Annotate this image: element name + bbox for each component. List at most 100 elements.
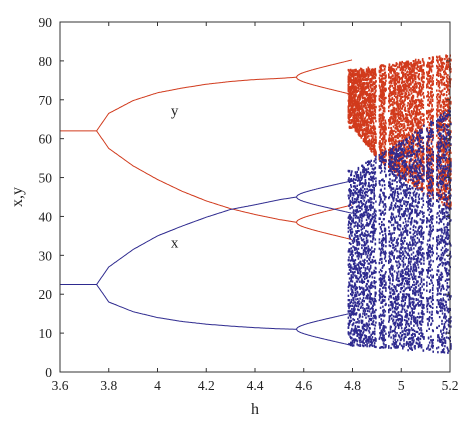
chaos-point-y: [410, 115, 413, 118]
loop-lower-y-1: [295, 222, 353, 241]
chaos-point-y: [400, 128, 403, 131]
chaos-point-x: [354, 186, 357, 189]
chaos-point-y: [438, 63, 440, 66]
chaos-point-x: [354, 301, 357, 304]
chaos-point-x: [356, 188, 358, 191]
chaos-point-y: [354, 117, 356, 120]
chaos-point-y: [404, 88, 406, 91]
chaos-point-y: [421, 73, 423, 76]
chaos-point-y: [373, 106, 376, 110]
chaos-point-y: [431, 99, 434, 102]
chaos-point-y: [379, 93, 382, 97]
chaos-point-y: [442, 101, 444, 104]
chaos-point-y: [379, 128, 382, 131]
chaos-point-y: [374, 99, 377, 102]
chaos-point-y: [370, 134, 372, 137]
chaos-point-x: [359, 187, 362, 190]
chaos-point-y: [379, 113, 381, 116]
chaos-point-y: [364, 116, 367, 119]
chaos-point-x: [359, 171, 362, 174]
chaos-point-y: [405, 92, 408, 95]
chaos-point-y: [389, 121, 392, 124]
chaos-point-y: [379, 87, 381, 90]
chaos-point-y: [355, 93, 357, 96]
chaos-point-y: [380, 103, 382, 106]
chaos-point-y: [416, 117, 418, 120]
chaos-point-y: [355, 106, 357, 109]
chaos-point-y: [398, 91, 401, 94]
branch-upper-y: [96, 76, 297, 132]
chaos-point-y: [428, 138, 431, 141]
chaos-point-y: [374, 117, 377, 120]
chaos-point-y: [413, 112, 415, 115]
chaos-point-y: [355, 87, 358, 90]
chaos-point-y: [423, 186, 425, 189]
chaos-point-y: [419, 83, 422, 86]
chaos-point-y: [369, 105, 372, 109]
chaos-point-y: [384, 120, 387, 123]
chaos-point-y: [367, 86, 370, 89]
chaos-point-x: [352, 299, 355, 302]
chaos-point-y: [360, 125, 363, 128]
chaos-point-y: [403, 72, 405, 75]
chaos-point-x: [358, 241, 360, 244]
chaos-point-y: [403, 118, 405, 121]
chaos-point-y: [353, 102, 356, 105]
chaos-point-x: [359, 287, 362, 290]
chaos-point-y: [367, 78, 370, 81]
chaos-point-x: [350, 216, 353, 219]
chaos-point-y: [403, 89, 405, 92]
chaos-point-y: [406, 118, 408, 121]
chaos-point-y: [430, 69, 433, 72]
chaos-point-y: [349, 74, 351, 77]
chaos-point-y: [390, 82, 393, 85]
chaos-point-x: [348, 322, 351, 325]
branch-lower-y: [96, 130, 297, 223]
chaos-point-x: [354, 338, 357, 341]
chaos-point-y: [352, 84, 355, 87]
chaos-point-y: [403, 145, 406, 148]
chaos-point-y: [358, 110, 361, 113]
chaos-point-y: [374, 87, 377, 90]
chaos-point-y: [417, 76, 420, 79]
chaos-point-y: [348, 76, 350, 79]
chaos-point-y: [348, 117, 350, 120]
chaos-point-x: [352, 307, 355, 310]
chaos-point-y: [402, 143, 405, 146]
chaos-point-y: [445, 179, 447, 182]
chaos-point-y: [358, 130, 361, 133]
chaos-point-y: [369, 86, 372, 89]
chaos-point-y: [442, 111, 444, 114]
chaos-point-y: [358, 103, 360, 106]
chaos-point-x: [349, 201, 351, 205]
chaos-point-x: [362, 266, 365, 269]
chaos-point-y: [438, 65, 441, 68]
chaos-point-x: [352, 185, 355, 188]
chaos-point-x: [351, 340, 354, 343]
chaos-point-y: [392, 109, 394, 112]
chaos-point-y: [382, 133, 384, 136]
chaos-point-y: [432, 136, 434, 139]
chaos-point-y: [375, 152, 377, 155]
loop-upper-y-0: [295, 59, 353, 78]
chaos-point-y: [347, 68, 350, 72]
chaos-point-x: [364, 246, 366, 249]
chaos-point-y: [443, 106, 445, 109]
chaos-point-x: [358, 325, 360, 328]
chaos-point-y: [394, 141, 396, 144]
chaos-point-y: [351, 113, 353, 117]
chaos-point-y: [362, 111, 364, 114]
chaos-point-x: [365, 246, 368, 250]
chaos-point-y: [438, 89, 440, 92]
chaos-point-y: [361, 107, 364, 110]
chaos-point-y: [372, 81, 375, 84]
chaos-point-y: [382, 114, 384, 118]
chaos-point-y: [395, 109, 398, 112]
chaos-point-y: [429, 151, 432, 154]
chaos-point-y: [405, 61, 407, 64]
chaos-point-y: [408, 110, 411, 114]
chaos-point-x: [358, 321, 360, 324]
chaos-point-y: [406, 136, 408, 139]
chaos-point-y: [437, 192, 440, 195]
chaos-point-x: [350, 242, 352, 246]
